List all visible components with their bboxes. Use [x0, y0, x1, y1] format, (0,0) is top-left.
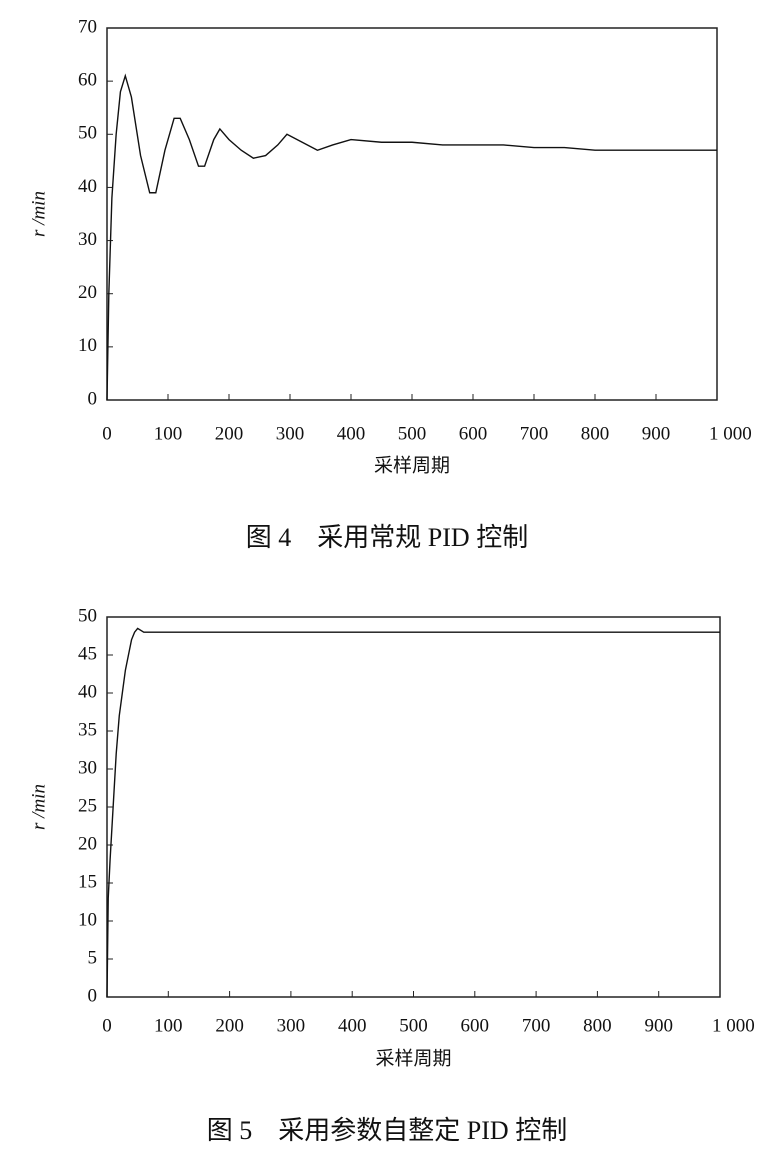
- x-axis-label: 采样周期: [374, 454, 450, 476]
- x-tick-label: 700: [522, 1015, 551, 1036]
- x-tick-label: 0: [102, 1015, 112, 1036]
- y-tick-label: 35: [78, 719, 97, 740]
- y-tick-label: 50: [78, 605, 97, 626]
- x-tick-label: 300: [276, 423, 305, 444]
- y-axis-label: r /min: [28, 191, 49, 237]
- x-tick-label: 1 000: [712, 1015, 755, 1036]
- x-tick-label: 800: [583, 1015, 612, 1036]
- x-tick-label: 200: [215, 423, 244, 444]
- y-tick-label: 10: [78, 909, 97, 930]
- y-tick-label: 45: [78, 643, 97, 664]
- y-tick-label: 15: [78, 871, 97, 892]
- x-tick-label: 100: [154, 1015, 183, 1036]
- x-tick-label: 200: [215, 1015, 244, 1036]
- x-tick-label: 800: [581, 423, 610, 444]
- plot-frame: [106, 27, 718, 401]
- y-tick-label: 30: [78, 229, 97, 250]
- y-tick-label: 25: [78, 795, 97, 816]
- x-tick-label: 400: [337, 423, 366, 444]
- y-tick-label: 40: [78, 681, 97, 702]
- x-tick-label: 900: [644, 1015, 673, 1036]
- x-tick-label: 500: [399, 1015, 428, 1036]
- y-tick-label: 0: [88, 985, 98, 1006]
- y-tick-label: 5: [88, 947, 98, 968]
- y-tick-label: 70: [78, 16, 97, 37]
- y-axis-label: r /min: [28, 784, 49, 830]
- y-tick-label: 60: [78, 70, 97, 91]
- x-tick-label: 600: [461, 1015, 490, 1036]
- y-tick-label: 20: [78, 833, 97, 854]
- x-tick-label: 500: [398, 423, 427, 444]
- chart-title: 图 5 采用参数自整定 PID 控制: [207, 1116, 567, 1145]
- x-tick-label: 300: [277, 1015, 306, 1036]
- x-axis-label: 采样周期: [375, 1047, 451, 1069]
- data-line: [106, 73, 717, 401]
- data-line: [106, 627, 720, 998]
- chart-title: 图 4 采用常规 PID 控制: [246, 523, 528, 552]
- y-tick-label: 50: [78, 123, 97, 144]
- x-tick-label: 600: [459, 423, 488, 444]
- y-tick-label: 20: [78, 282, 97, 303]
- x-tick-label: 0: [102, 423, 112, 444]
- x-tick-label: 1 000: [709, 423, 752, 444]
- plot-frame: [106, 616, 721, 998]
- x-tick-label: 700: [520, 423, 549, 444]
- x-tick-label: 900: [642, 423, 671, 444]
- x-tick-label: 400: [338, 1015, 367, 1036]
- y-tick-label: 30: [78, 757, 97, 778]
- y-tick-label: 10: [78, 335, 97, 356]
- y-tick-label: 0: [88, 388, 98, 409]
- x-tick-label: 100: [154, 423, 183, 444]
- y-tick-label: 40: [78, 176, 97, 197]
